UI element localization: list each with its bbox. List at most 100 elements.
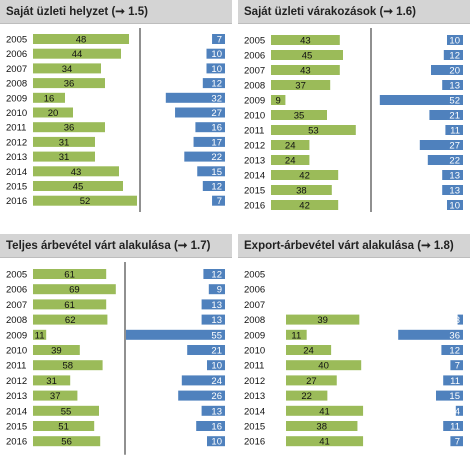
bar-negative	[184, 151, 225, 162]
data-label-negative: 11	[450, 126, 460, 137]
bar-negative	[202, 181, 225, 191]
data-label-positive: 38	[316, 422, 327, 433]
data-label-positive: 58	[63, 361, 74, 372]
tick-label-year: 2006	[244, 285, 265, 296]
bar-positive	[33, 181, 123, 191]
tick-label-year: 2013	[244, 391, 265, 402]
data-label-positive: 31	[46, 376, 57, 387]
panel-header: Teljes árbevétel várt alakulása (➞ 1.7)	[0, 234, 232, 258]
tick-label-year: 2012	[6, 137, 27, 148]
data-label-positive: 51	[58, 422, 69, 433]
data-label-negative: 10	[449, 201, 460, 212]
data-label-negative: 55	[211, 330, 222, 341]
bar-positive	[271, 125, 356, 135]
data-label-negative: 36	[449, 330, 460, 341]
data-label-negative: 10	[211, 49, 222, 60]
tick-label-year: 2011	[6, 123, 26, 134]
bar-chart: 2005 61 12 2006 69 9 2007 61 13 2008 62 13 2009 11 55 2…	[6, 262, 225, 455]
panel-header: Saját üzleti helyzet (➞ 1.5)	[0, 0, 232, 24]
bar-positive	[33, 375, 71, 386]
data-label-positive: 38	[296, 186, 307, 197]
tick-label-year: 2009	[6, 330, 27, 341]
data-label-positive: 69	[69, 285, 80, 296]
tick-label-year: 2010	[244, 346, 265, 357]
bar-positive	[271, 170, 339, 180]
data-label-positive: 9	[276, 96, 281, 107]
bar-positive	[286, 436, 364, 447]
panel-teljes-arbevetel: Teljes árbevétel várt alakulása (➞ 1.7) …	[0, 234, 232, 460]
data-label-positive: 20	[48, 108, 59, 119]
data-label-positive: 27	[306, 376, 317, 387]
bar-positive	[33, 48, 121, 59]
bar-chart: 2005 48 7 2006 44 10 2007 34 10 2008 36 12 2009 16 32 2…	[6, 28, 225, 212]
tick-label-year: 2011	[6, 361, 26, 372]
data-label-positive: 62	[65, 315, 76, 326]
data-label-positive: 36	[64, 123, 75, 134]
data-label-negative: 20	[449, 66, 460, 77]
bar-negative	[207, 436, 225, 447]
data-label-negative: 11	[450, 376, 460, 387]
data-label-positive: 37	[50, 391, 61, 402]
bar-positive	[33, 34, 129, 44]
data-label-negative: 7	[455, 437, 460, 448]
data-label-positive: 24	[285, 156, 296, 167]
bar-negative	[196, 421, 225, 431]
bar-positive	[33, 421, 95, 431]
tick-label-year: 2009	[6, 93, 27, 104]
panel-title: Export-árbevétel várt alakulása	[244, 240, 415, 252]
tick-label-year: 2016	[6, 196, 27, 207]
tick-label-year: 2014	[244, 406, 265, 417]
bar-negative	[450, 360, 463, 371]
bar-negative	[206, 63, 225, 74]
data-label-positive: 22	[301, 391, 312, 402]
bar-positive	[33, 299, 107, 310]
bar-negative	[447, 35, 463, 45]
bar-negative	[436, 390, 463, 401]
data-label-negative: 10	[211, 437, 222, 448]
tick-label-year: 2012	[6, 376, 27, 387]
bar-positive	[271, 155, 310, 165]
bar-negative	[208, 284, 225, 295]
tick-label-year: 2012	[244, 376, 265, 387]
data-label-negative: 12	[211, 182, 222, 193]
bar-negative	[195, 122, 225, 133]
data-label-positive: 43	[300, 66, 311, 77]
panel-sajat-uzleti-helyzet: Saját üzleti helyzet (➞ 1.5) 2005 48 7 2006…	[0, 0, 232, 212]
data-label-positive: 11	[35, 330, 45, 341]
data-label-positive: 39	[51, 346, 62, 357]
data-label-positive: 43	[71, 167, 82, 178]
data-label-negative: 12	[449, 346, 460, 357]
data-label-negative: 13	[449, 186, 460, 197]
bar-positive	[33, 92, 65, 103]
bar-negative	[201, 314, 225, 325]
data-label-negative: 13	[211, 300, 222, 311]
data-label-negative: 9	[217, 285, 222, 296]
data-label-negative: 3	[455, 315, 460, 326]
tick-label-year: 2007	[244, 300, 265, 311]
data-label-negative: 10	[211, 361, 222, 372]
bar-chart: 2005 43 10 2006 45 12 2007 43 20 2008 37 13 2009 9 52 2…	[244, 28, 463, 212]
tick-label-year: 2006	[6, 49, 27, 60]
bar-negative	[181, 375, 225, 386]
bar-positive	[271, 200, 339, 210]
bar-negative	[442, 80, 463, 90]
data-label-positive: 24	[285, 141, 296, 152]
tick-label-year: 2007	[6, 64, 27, 75]
bar-negative	[212, 195, 225, 206]
bar-positive	[33, 63, 101, 74]
data-label-positive: 53	[308, 126, 319, 137]
bar-negative	[175, 107, 225, 118]
bar-negative	[202, 78, 225, 89]
bar-negative	[427, 155, 463, 165]
panel-export-arbevetel: Export-árbevétel várt alakulása (➞ 1.8) …	[238, 234, 470, 460]
data-label-negative: 13	[211, 406, 222, 417]
bar-positive	[286, 345, 332, 355]
bar-negative	[419, 140, 463, 150]
bar-negative	[443, 421, 463, 431]
data-label-positive: 16	[44, 93, 55, 104]
data-label-positive: 35	[294, 111, 305, 122]
data-label-negative: 12	[449, 51, 460, 62]
bar-negative	[165, 92, 225, 103]
data-label-positive: 42	[299, 201, 310, 212]
bar-negative	[203, 269, 225, 279]
